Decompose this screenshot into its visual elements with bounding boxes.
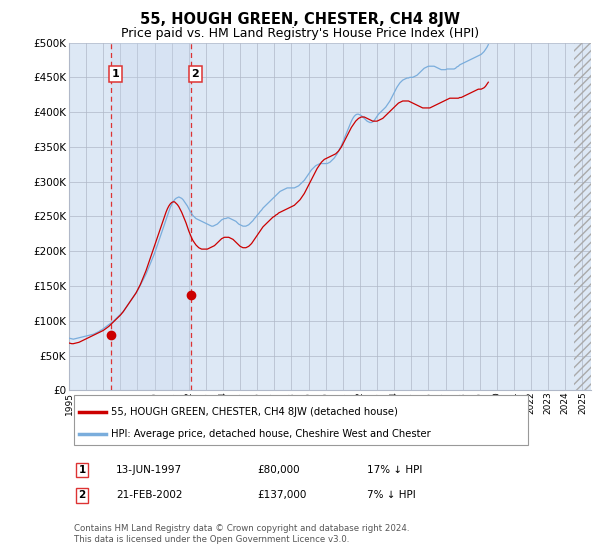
- Bar: [574, 43, 591, 390]
- Text: 13-JUN-1997: 13-JUN-1997: [116, 465, 182, 475]
- Text: 1: 1: [79, 465, 86, 475]
- Text: 55, HOUGH GREEN, CHESTER, CH4 8JW: 55, HOUGH GREEN, CHESTER, CH4 8JW: [140, 12, 460, 27]
- Text: 1: 1: [112, 69, 119, 79]
- Text: HPI: Average price, detached house, Cheshire West and Chester: HPI: Average price, detached house, Ches…: [111, 429, 431, 438]
- Text: 21-FEB-2002: 21-FEB-2002: [116, 491, 182, 501]
- Text: 55, HOUGH GREEN, CHESTER, CH4 8JW (detached house): 55, HOUGH GREEN, CHESTER, CH4 8JW (detac…: [111, 407, 398, 417]
- Text: 2: 2: [79, 491, 86, 501]
- Text: £80,000: £80,000: [257, 465, 299, 475]
- Bar: [111, 43, 191, 390]
- Text: £137,000: £137,000: [257, 491, 306, 501]
- Text: Contains HM Land Registry data © Crown copyright and database right 2024.
This d: Contains HM Land Registry data © Crown c…: [74, 524, 410, 544]
- Text: 2: 2: [191, 69, 199, 79]
- Text: Price paid vs. HM Land Registry's House Price Index (HPI): Price paid vs. HM Land Registry's House …: [121, 27, 479, 40]
- Text: 7% ↓ HPI: 7% ↓ HPI: [367, 491, 415, 501]
- Text: 17% ↓ HPI: 17% ↓ HPI: [367, 465, 422, 475]
